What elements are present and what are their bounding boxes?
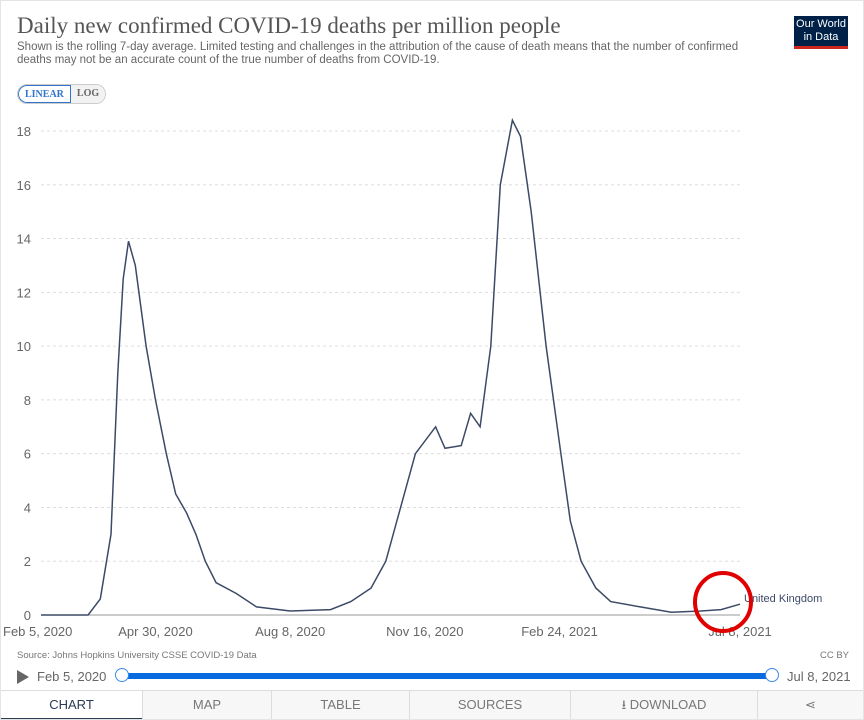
timeline-start-label: Feb 5, 2020 [37, 669, 107, 684]
y-tick-label: 18 [17, 124, 31, 139]
x-tick-label: Aug 8, 2020 [255, 624, 325, 639]
download-icon: ⭳ [621, 697, 630, 712]
tab-chart[interactable]: CHART [1, 691, 142, 719]
chart-title: Daily new confirmed COVID-19 deaths per … [17, 13, 561, 38]
timeline-start-handle[interactable] [115, 668, 129, 682]
y-tick-label: 0 [24, 608, 31, 623]
tab-table[interactable]: TABLE [271, 691, 409, 719]
scale-toggle: LINEAR LOG [17, 84, 107, 104]
y-tick-label: 14 [17, 232, 31, 247]
x-tick-label: Feb 5, 2020 [3, 624, 72, 639]
license[interactable]: CC BY [819, 650, 849, 661]
source-note[interactable]: Source: Johns Hopkins University CSSE CO… [17, 650, 257, 661]
y-tick-label: 12 [17, 285, 31, 300]
download-label: DOWNLOAD [629, 697, 707, 712]
timeline-slider[interactable] [122, 673, 772, 679]
tab-map[interactable]: MAP [142, 691, 271, 719]
y-tick-label: 10 [17, 339, 31, 354]
chart-subtitle: Shown is the rolling 7-day average. Limi… [17, 41, 739, 66]
y-tick-label: 6 [24, 447, 31, 462]
y-tick-label: 8 [24, 393, 31, 408]
share-button[interactable]: ⋖ [757, 691, 863, 719]
log-button[interactable]: LOG [70, 85, 106, 103]
timeline: Feb 5, 2020 Jul 8, 2021 [1, 665, 863, 687]
y-tick-label: 16 [17, 178, 31, 193]
y-tick-label: 2 [24, 554, 31, 569]
series-line-united-kingdom [41, 117, 741, 616]
tab-bar: CHART MAP TABLE SOURCES ⭳ DOWNLOAD ⋖ [1, 690, 863, 719]
tab-sources[interactable]: SOURCES [409, 691, 570, 719]
timeline-end-label: Jul 8, 2021 [787, 669, 851, 684]
line-chart: 0 2 4 6 8 10 12 14 16 18 Feb 5, 2020 Apr 30, 2020 Au… [3, 117, 822, 639]
y-tick-label: 4 [24, 500, 31, 515]
linear-button[interactable]: LINEAR [18, 85, 71, 103]
owid-logo[interactable]: Our World in Data [794, 16, 848, 49]
series-label: United Kingdom [744, 593, 822, 605]
share-icon: ⋖ [805, 697, 816, 712]
tab-download[interactable]: ⭳ DOWNLOAD [570, 691, 757, 719]
play-icon[interactable] [17, 670, 29, 684]
red-circle-annotation [693, 571, 753, 633]
x-tick-label: Apr 30, 2020 [118, 624, 192, 639]
x-tick-label: Feb 24, 2021 [521, 624, 598, 639]
x-tick-label: Jul 8, 2021 [708, 624, 772, 639]
timeline-end-handle[interactable] [765, 668, 779, 682]
x-tick-label: Nov 16, 2020 [386, 624, 463, 639]
